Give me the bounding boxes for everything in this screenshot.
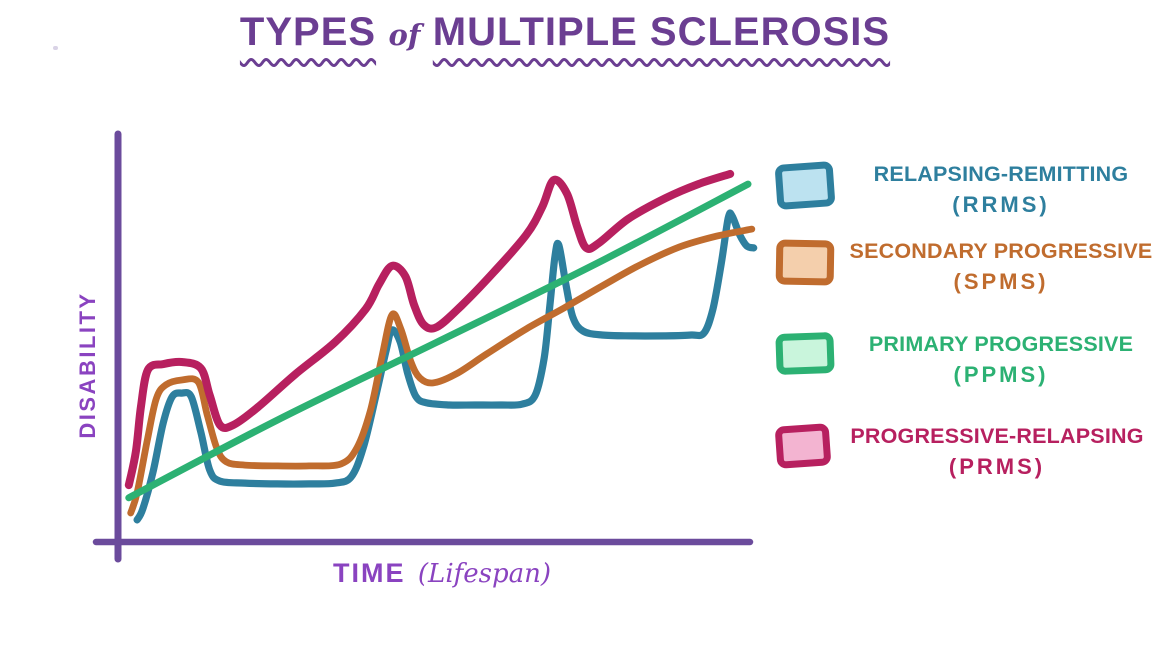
legend-item-prms: PROGRESSIVE-RELAPSING (PRMS) [774, 423, 1151, 480]
legend-label-spms: SECONDARY PROGRESSIVE [849, 239, 1153, 263]
series-line-ppms [125, 180, 752, 502]
series-line-spms [127, 225, 756, 517]
legend-abbr-spms: (SPMS) [953, 268, 1049, 294]
legend-label-ppms: PRIMARY PROGRESSIVE [868, 332, 1134, 356]
x-axis-label: TIME (Lifespan) [333, 558, 551, 589]
stray-dot [53, 46, 58, 50]
x-axis-label-time: TIME [332, 558, 406, 588]
y-axis-label: DISABILITY [75, 291, 100, 439]
legend-label-rrms: RELAPSING-REMITTING [873, 162, 1129, 186]
title-word-multiple-sclerosis: MULTIPLE SCLEROSIS [432, 10, 891, 54]
title-word-types: TYPES [239, 10, 377, 54]
prms-swatch-icon [774, 423, 832, 469]
ppms-swatch-icon [775, 332, 835, 375]
legend-abbr-rrms: (RRMS) [952, 191, 1050, 217]
legend-abbr-ppms: (PPMS) [953, 361, 1049, 387]
legend-label-prms: PROGRESSIVE-RELAPSING [850, 424, 1144, 448]
title-word-of: of [388, 18, 421, 52]
page-title: TYPES of MULTIPLE SCLEROSIS [240, 10, 890, 55]
x-axis-label-lifespan: (Lifespan) [417, 559, 552, 589]
series-lines [124, 169, 758, 524]
rrms-swatch-icon [774, 161, 836, 210]
legend-item-rrms: RELAPSING-REMITTING (RRMS) [774, 161, 1155, 218]
legend-item-spms: SECONDARY PROGRESSIVE (SPMS) [775, 239, 1155, 295]
legend-abbr-prms: (PRMS) [948, 453, 1046, 479]
series-line-prms [124, 169, 735, 490]
legend-item-ppms: PRIMARY PROGRESSIVE (PPMS) [775, 332, 1155, 388]
spms-swatch-icon [775, 239, 835, 286]
series-line-rrms [133, 209, 758, 524]
